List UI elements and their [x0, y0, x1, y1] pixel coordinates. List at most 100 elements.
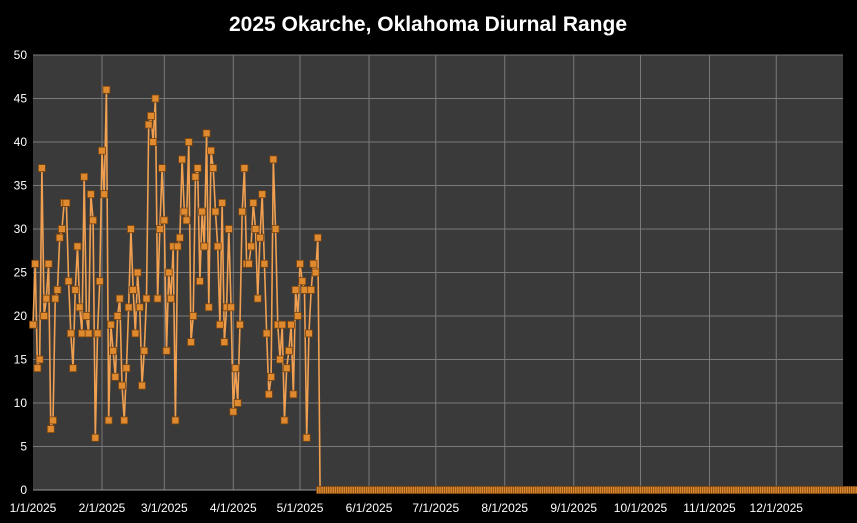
data-point	[158, 164, 166, 173]
data-point	[118, 381, 126, 390]
data-point	[309, 259, 318, 268]
data-point	[178, 155, 186, 164]
data-point	[198, 207, 207, 216]
y-tick-label: 45	[14, 92, 28, 106]
data-point	[200, 242, 209, 251]
data-point	[29, 320, 37, 329]
data-point	[209, 164, 218, 173]
data-point	[91, 433, 100, 442]
data-point	[162, 346, 171, 355]
data-point	[144, 120, 153, 129]
data-point	[109, 346, 118, 355]
data-point	[298, 277, 307, 286]
data-point	[78, 329, 86, 338]
x-tick-label: 1/1/2025	[10, 501, 57, 515]
data-point	[202, 129, 211, 138]
data-point	[240, 164, 249, 173]
x-tick-label: 6/1/2025	[346, 501, 393, 515]
data-point	[164, 268, 173, 277]
y-tick-label: 20	[14, 309, 28, 323]
data-point	[271, 225, 280, 233]
x-tick-label: 10/1/2025	[614, 501, 668, 515]
x-tick-label: 4/1/2025	[210, 501, 257, 515]
data-point	[253, 294, 262, 303]
data-point	[98, 146, 106, 155]
data-point	[293, 312, 302, 320]
data-point	[142, 294, 151, 303]
data-point	[58, 225, 66, 233]
data-point	[140, 346, 149, 355]
data-point	[46, 425, 55, 434]
y-tick-label: 35	[14, 179, 28, 193]
data-point	[106, 320, 115, 329]
data-point	[231, 364, 240, 373]
data-point	[300, 285, 309, 294]
data-point	[287, 320, 296, 329]
data-point	[282, 364, 291, 373]
data-point	[211, 207, 220, 216]
data-point	[138, 381, 146, 390]
data-point	[127, 225, 135, 233]
data-point	[51, 294, 60, 303]
data-point	[247, 242, 255, 251]
y-tick-label: 5	[20, 440, 27, 454]
x-axis: 1/1/2025 2/1/2025 3/1/2025 4/1/2025 5/1/2025…	[10, 501, 804, 515]
data-point	[296, 259, 304, 268]
x-tick-label: 7/1/2025	[412, 501, 459, 515]
data-point	[260, 259, 269, 268]
x-tick-label: 11/1/2025	[683, 501, 736, 515]
data-point	[233, 399, 242, 407]
data-point	[147, 112, 155, 120]
data-point	[55, 233, 64, 242]
data-point	[113, 312, 122, 320]
data-point	[305, 329, 313, 338]
data-point	[133, 268, 142, 277]
data-point	[89, 216, 97, 225]
y-tick-label: 30	[14, 222, 28, 236]
data-point	[207, 146, 215, 155]
data-point	[64, 277, 73, 286]
x-tick-label: 3/1/2025	[141, 501, 188, 515]
data-point	[80, 172, 89, 181]
data-point	[115, 294, 124, 303]
data-point	[224, 225, 233, 233]
data-point	[249, 198, 258, 207]
data-point	[49, 416, 57, 425]
data-point	[278, 320, 287, 329]
data-point	[53, 285, 62, 294]
chart-title: 2025 Okarche, Oklahoma Diurnal Range	[229, 13, 627, 36]
data-point	[220, 338, 229, 347]
data-point	[218, 198, 227, 207]
data-point	[204, 303, 213, 312]
data-point	[193, 164, 202, 173]
data-point	[189, 312, 198, 320]
data-point	[256, 233, 264, 242]
data-point	[42, 294, 51, 303]
y-axis: 0 5 10 15 20 25 30 35 40 45 50	[14, 48, 28, 497]
data-point	[854, 486, 857, 494]
data-point	[167, 294, 175, 303]
data-point	[171, 416, 180, 425]
series-diurnal-range	[29, 85, 857, 494]
data-point	[131, 329, 140, 338]
data-point	[129, 285, 138, 294]
data-point	[69, 364, 77, 373]
data-point	[82, 312, 91, 320]
data-point	[151, 94, 160, 103]
data-point	[291, 285, 300, 294]
data-point	[100, 190, 109, 199]
data-point	[104, 416, 113, 425]
x-tick-label: 2/1/2025	[79, 501, 126, 515]
data-point	[153, 294, 162, 303]
data-point	[122, 364, 131, 373]
data-point	[73, 242, 82, 251]
data-point	[187, 338, 195, 347]
data-point	[173, 242, 182, 251]
x-tick-label: 9/1/2025	[550, 501, 597, 515]
x-tick-label: 5/1/2025	[277, 501, 324, 515]
data-point	[102, 85, 111, 94]
data-point	[84, 329, 93, 338]
data-point	[160, 216, 169, 225]
data-point	[227, 303, 235, 312]
